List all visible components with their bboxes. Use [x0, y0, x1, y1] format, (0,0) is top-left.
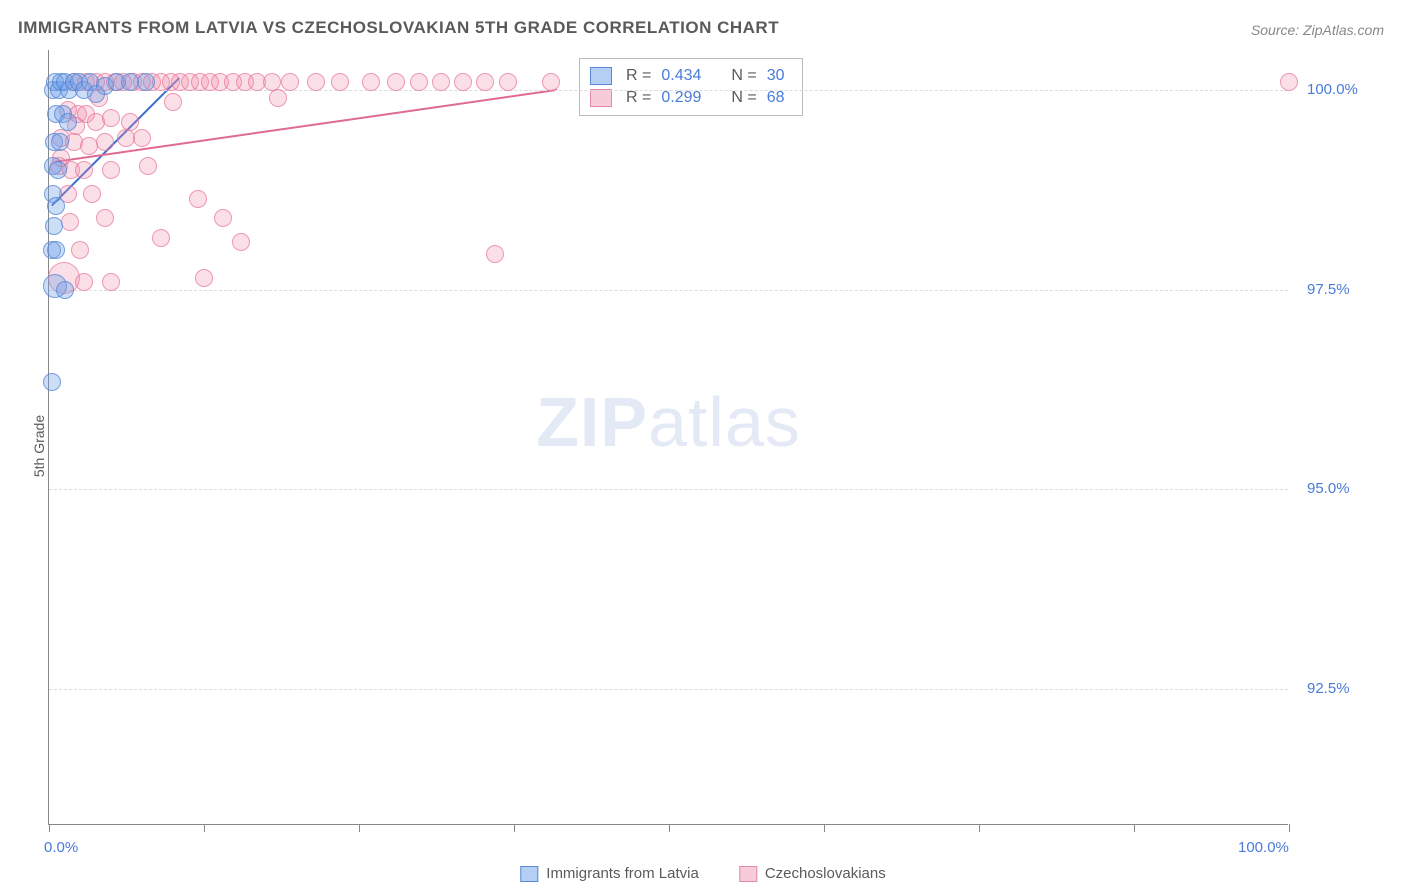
data-point-pink — [476, 73, 494, 91]
data-point-pink — [133, 129, 151, 147]
data-point-pink — [139, 157, 157, 175]
data-point-pink — [499, 73, 517, 91]
data-point-blue — [137, 73, 155, 91]
data-point-pink — [102, 161, 120, 179]
data-point-blue — [51, 133, 69, 151]
data-point-blue — [56, 281, 74, 299]
data-point-pink — [96, 133, 114, 151]
data-point-pink — [307, 73, 325, 91]
data-point-pink — [269, 89, 287, 107]
x-tick-label: 0.0% — [44, 839, 78, 856]
x-tick — [359, 824, 360, 832]
y-tick-label: 97.5% — [1307, 281, 1350, 298]
data-point-pink — [117, 129, 135, 147]
x-tick-label: 100.0% — [1238, 839, 1289, 856]
data-point-pink — [83, 185, 101, 203]
data-point-blue — [43, 373, 61, 391]
x-tick — [669, 824, 670, 832]
data-point-pink — [61, 213, 79, 231]
data-point-pink — [1280, 73, 1298, 91]
data-point-pink — [362, 73, 380, 91]
data-point-pink — [542, 73, 560, 91]
data-point-pink — [195, 269, 213, 287]
source-attribution: Source: ZipAtlas.com — [1251, 22, 1384, 38]
legend-n-label: N = — [731, 67, 756, 85]
data-point-blue — [47, 197, 65, 215]
data-point-pink — [387, 73, 405, 91]
data-point-blue — [45, 217, 63, 235]
correlation-chart: IMMIGRANTS FROM LATVIA VS CZECHOSLOVAKIA… — [0, 0, 1406, 892]
legend-r-value: 0.299 — [661, 89, 709, 107]
data-point-pink — [164, 93, 182, 111]
x-tick — [49, 824, 50, 832]
data-point-pink — [432, 73, 450, 91]
data-point-pink — [96, 209, 114, 227]
data-point-pink — [214, 209, 232, 227]
bottom-legend-item-pink: Czechoslovakians — [739, 865, 886, 882]
gridline — [49, 689, 1288, 690]
x-tick — [979, 824, 980, 832]
data-point-pink — [152, 229, 170, 247]
watermark: ZIPatlas — [536, 382, 801, 462]
y-tick-label: 100.0% — [1307, 81, 1358, 98]
data-point-pink — [75, 161, 93, 179]
x-tick — [204, 824, 205, 832]
gridline — [49, 489, 1288, 490]
data-point-blue — [47, 241, 65, 259]
data-point-pink — [454, 73, 472, 91]
bottom-legend-label: Czechoslovakians — [765, 865, 886, 882]
data-point-pink — [331, 73, 349, 91]
x-tick — [1289, 824, 1290, 832]
bottom-legend-swatch — [739, 866, 757, 882]
y-axis-label: 5th Grade — [31, 415, 47, 477]
bottom-legend-item-blue: Immigrants from Latvia — [520, 865, 699, 882]
legend-n-label: N = — [731, 89, 756, 107]
legend-swatch-blue — [590, 67, 612, 85]
x-tick — [824, 824, 825, 832]
chart-title: IMMIGRANTS FROM LATVIA VS CZECHOSLOVAKIA… — [18, 18, 779, 38]
x-tick — [514, 824, 515, 832]
correlation-legend: R = 0.434 N = 30 R = 0.299 N = 68 — [579, 58, 803, 116]
data-point-pink — [71, 241, 89, 259]
legend-row-blue: R = 0.434 N = 30 — [590, 65, 784, 87]
data-point-pink — [410, 73, 428, 91]
trend-lines — [49, 50, 1288, 824]
legend-n-value: 68 — [767, 89, 785, 107]
legend-r-label: R = — [626, 67, 651, 85]
data-point-blue — [59, 113, 77, 131]
data-point-blue — [49, 161, 67, 179]
series-legend: Immigrants from Latvia Czechoslovakians — [520, 865, 885, 882]
legend-r-value: 0.434 — [661, 67, 709, 85]
y-tick-label: 92.5% — [1307, 680, 1350, 697]
data-point-pink — [75, 273, 93, 291]
watermark-zip: ZIP — [536, 383, 648, 461]
bottom-legend-swatch — [520, 866, 538, 882]
plot-area: ZIPatlas R =0.434N =30R =0.299N =68 100.… — [48, 50, 1288, 825]
data-point-pink — [102, 273, 120, 291]
data-point-pink — [232, 233, 250, 251]
watermark-atlas: atlas — [648, 383, 801, 461]
data-point-pink — [102, 109, 120, 127]
bottom-legend-label: Immigrants from Latvia — [546, 865, 699, 882]
legend-r-label: R = — [626, 89, 651, 107]
data-point-pink — [189, 190, 207, 208]
y-tick-label: 95.0% — [1307, 480, 1350, 497]
legend-swatch-pink — [590, 89, 612, 107]
data-point-pink — [281, 73, 299, 91]
legend-n-value: 30 — [767, 67, 785, 85]
data-point-pink — [486, 245, 504, 263]
gridline — [49, 290, 1288, 291]
x-tick — [1134, 824, 1135, 832]
